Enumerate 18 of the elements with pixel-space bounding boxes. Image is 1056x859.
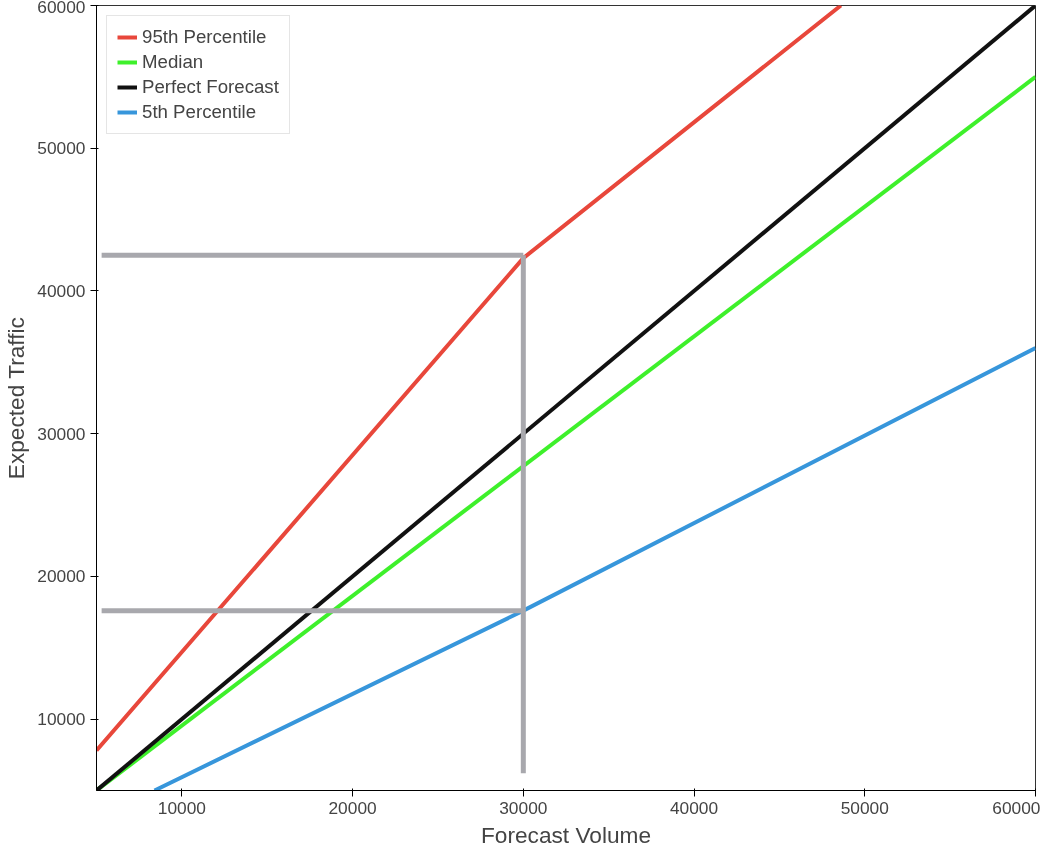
- legend-label: 95th Percentile: [142, 26, 267, 48]
- legend-label: 5th Percentile: [142, 101, 257, 123]
- x-tick-label: 40000: [669, 797, 719, 818]
- x-tick-label: 50000: [840, 797, 889, 818]
- y-tick-label: 20000: [37, 566, 86, 587]
- x-tick-label: 60000: [992, 797, 1041, 818]
- x-axis-title: Forecast Volume: [481, 821, 651, 848]
- legend-label: Perfect Forecast: [142, 76, 279, 98]
- y-tick-label: 60000: [37, 0, 86, 17]
- x-tick-label: 10000: [157, 797, 206, 818]
- x-tick-label: 30000: [499, 797, 548, 818]
- y-tick-label: 40000: [37, 280, 86, 301]
- x-tick-label: 20000: [328, 797, 377, 818]
- y-tick-label: 10000: [37, 709, 86, 730]
- y-tick-label: 30000: [37, 423, 86, 444]
- legend-label: Median: [142, 51, 204, 73]
- y-tick-label: 50000: [37, 138, 86, 159]
- y-axis-title: Expected Traffic: [3, 317, 30, 480]
